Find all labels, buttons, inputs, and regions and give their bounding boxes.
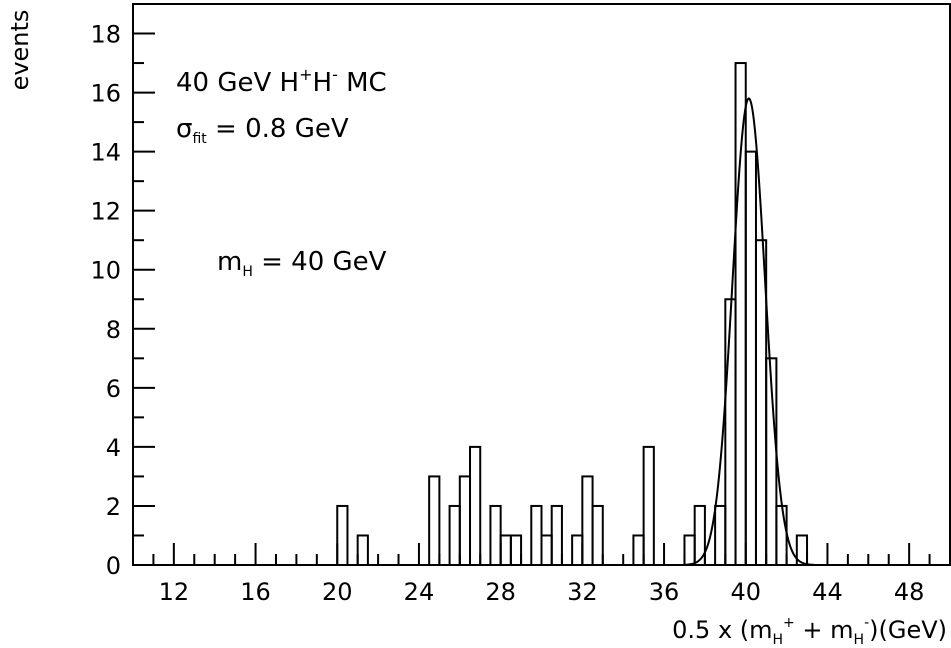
y-tick-label: 14 <box>90 139 121 167</box>
histogram-bin <box>714 504 727 566</box>
gaussian-fit-curve <box>683 97 815 566</box>
histogram-bin <box>744 150 757 566</box>
histogram-bin <box>336 504 349 566</box>
histogram-bin <box>509 534 523 567</box>
y-tick-label: 4 <box>106 434 121 462</box>
histogram-bin <box>499 534 512 567</box>
x-tick-label: 12 <box>159 578 190 606</box>
histogram-bin <box>489 504 502 566</box>
histogram-bin <box>356 534 369 567</box>
annotation-sample: 40 GeV H+H- MC <box>176 65 387 98</box>
histogram-bin <box>540 534 553 567</box>
x-tick-label: 16 <box>240 578 271 606</box>
histogram-bin <box>642 445 655 567</box>
y-tick-label: 8 <box>106 316 121 344</box>
x-tick-label: 24 <box>404 578 435 606</box>
histogram-bin <box>550 504 563 566</box>
x-tick-label: 32 <box>567 578 598 606</box>
histogram-bin <box>428 475 441 566</box>
histogram-bin <box>683 534 696 567</box>
y-tick-label: 16 <box>90 80 121 108</box>
annotation-sigma-fit: σfit = 0.8 GeV <box>176 114 349 147</box>
y-tick-label: 18 <box>90 21 121 49</box>
y-tick-label: 6 <box>106 375 121 403</box>
histogram-bin <box>448 504 461 566</box>
histogram-bin <box>734 62 747 566</box>
y-tick-label: 10 <box>90 257 121 285</box>
y-tick-labels: 0 2 4 6 8 10 12 14 16 18 <box>90 21 121 580</box>
histogram-bin <box>571 534 584 567</box>
annotation-mass: mH = 40 GeV <box>217 247 387 280</box>
x-axis-label: 0.5 x (mH+ + mH-)(GeV) <box>672 615 947 648</box>
x-tick-label: 36 <box>649 578 680 606</box>
x-tick-label: 44 <box>812 578 843 606</box>
x-tick-label: 48 <box>894 578 925 606</box>
plot-frame <box>132 3 951 566</box>
y-axis-label: events <box>6 10 34 91</box>
histogram-bin <box>581 475 594 566</box>
histogram-bin <box>469 445 482 567</box>
x-tick-labels: 12 16 20 24 28 32 36 40 44 48 <box>159 578 925 606</box>
histogram-bin <box>530 504 543 566</box>
histogram-bin <box>591 504 604 566</box>
x-tick-label: 40 <box>730 578 761 606</box>
x-tick-label: 20 <box>322 578 353 606</box>
histogram-bin <box>775 504 788 566</box>
y-tick-label: 12 <box>90 198 121 226</box>
x-tick-label: 28 <box>485 578 516 606</box>
histogram-bars <box>336 62 809 567</box>
y-tick-label: 0 <box>106 552 121 580</box>
histogram-bin <box>632 534 645 567</box>
histogram-bin <box>458 475 472 566</box>
histogram-bin <box>724 298 737 566</box>
y-tick-label: 2 <box>106 493 121 521</box>
